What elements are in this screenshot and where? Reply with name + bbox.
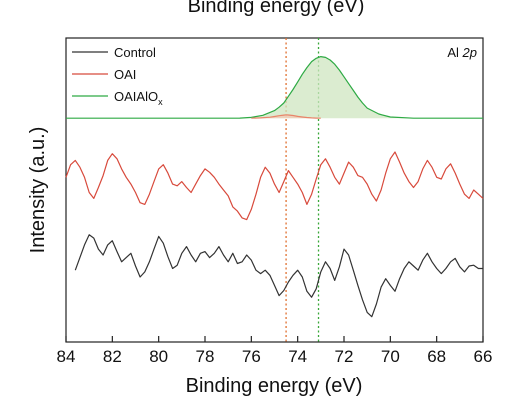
panel-label-element: Al [447, 45, 462, 60]
series-line-oaialox [66, 56, 483, 119]
series-line-oai-al-2p-component [251, 114, 321, 119]
panel-label-orbital: 2p [462, 45, 477, 60]
series-line-oai [65, 151, 484, 221]
x-tick-label-80: 80 [149, 347, 168, 366]
x-tick-label-82: 82 [103, 347, 122, 366]
series-lines [65, 56, 484, 318]
y-axis-title: Intensity (a.u.) [27, 127, 49, 254]
legend-label-oaialox: OAIAlOx [114, 89, 163, 107]
series-fill-oaialox [66, 56, 483, 119]
x-tick-label-68: 68 [427, 347, 446, 366]
x-tick-label-84: 84 [57, 347, 76, 366]
plot-frame [65, 37, 484, 343]
top-title: Binding energy (eV) [188, 0, 365, 17]
series-line-control [74, 234, 483, 318]
x-tick-label-76: 76 [242, 347, 261, 366]
legend: Control OAI OAIAlOx [72, 45, 163, 107]
x-tick-label-66: 66 [474, 347, 493, 366]
x-tick-label-74: 74 [288, 347, 307, 366]
legend-label-oaialox-sub: x [158, 97, 163, 107]
peak-fills [66, 56, 483, 119]
x-tick-label-78: 78 [196, 347, 215, 366]
legend-label-oai: OAI [114, 67, 136, 82]
x-axis-title: Binding energy (eV) [186, 375, 363, 397]
x-ticks: 84 82 80 78 76 74 72 70 68 66 [57, 336, 493, 366]
legend-label-oaialox-main: OAIAlO [114, 89, 158, 104]
x-tick-label-70: 70 [381, 347, 400, 366]
legend-label-control: Control [114, 45, 156, 60]
x-tick-label-72: 72 [335, 347, 354, 366]
panel-label: Al 2p [447, 45, 477, 60]
